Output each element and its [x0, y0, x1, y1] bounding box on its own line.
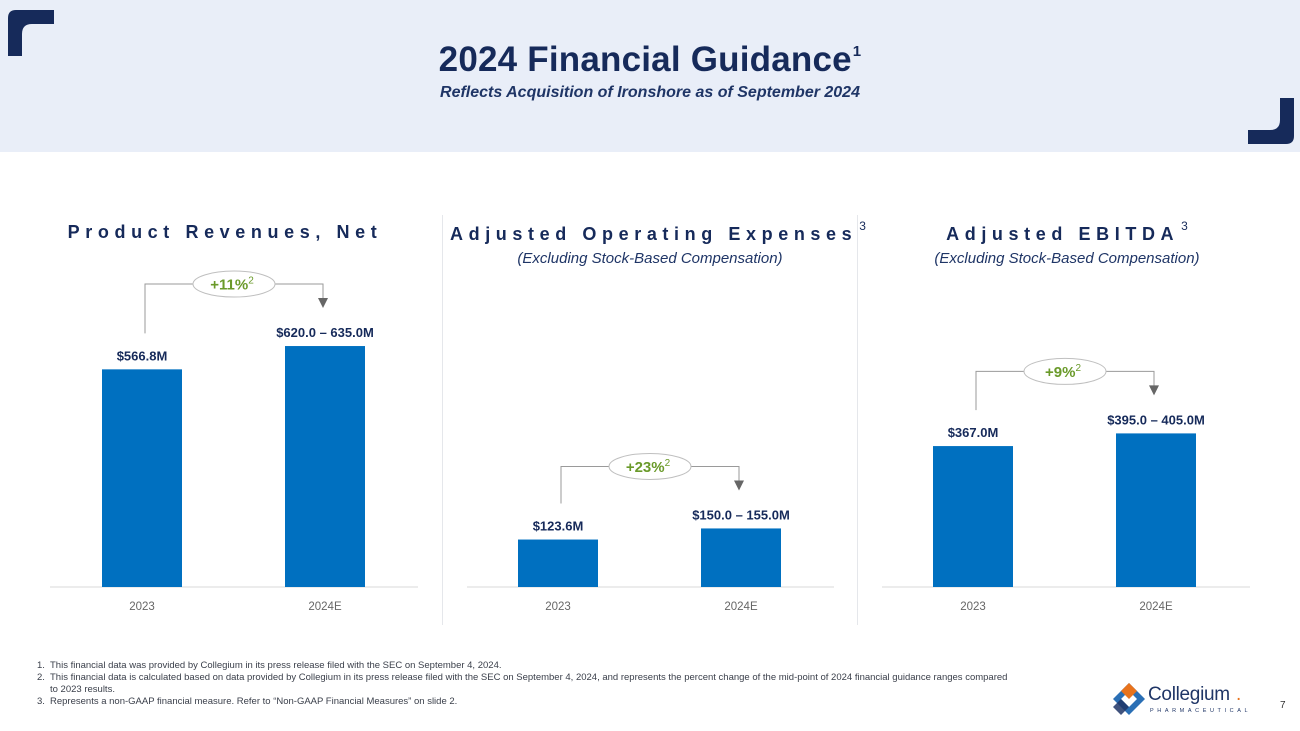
tick-label: 2024E: [724, 601, 758, 613]
bar: [102, 369, 182, 587]
chart-subtitle-adjusted-ebitda: (Excluding Stock-Based Compensation): [934, 250, 1200, 267]
growth-label: +11%2: [210, 276, 254, 294]
logo-name: Collegium: [1148, 684, 1230, 705]
growth-pill: [608, 452, 692, 480]
footnote-item: 2. This financial data is calculated base…: [37, 672, 1008, 695]
corner-bracket-bottom-right-icon: [1248, 98, 1294, 144]
data-label: $150.0 – 155.0M: [692, 507, 790, 522]
collegium-logo-mark-icon: [1113, 683, 1145, 715]
growth-pill: [192, 270, 276, 298]
down-arrow-icon: [318, 298, 328, 309]
corner-bracket-top-left-icon: [8, 10, 54, 56]
chart-title-adjusted-ebitda: Adjusted EBITDA 3: [946, 219, 1188, 244]
bar: [285, 346, 365, 587]
down-arrow-icon: [1149, 385, 1159, 396]
footnotes: 1. This financial data was provided by Co…: [37, 660, 1017, 708]
chart-title-product-revenues: Product Revenues, Net: [67, 222, 383, 242]
footnote-item: 3. Represents a non-GAAP financial measur…: [37, 696, 458, 707]
header-band: [0, 0, 1300, 152]
data-label: $123.6M: [533, 519, 584, 534]
panel-divider: [442, 215, 443, 625]
down-arrow-icon: [734, 480, 744, 491]
chart-subtitle-adjusted-opex: (Excluding Stock-Based Compensation): [517, 250, 783, 267]
bar: [933, 446, 1013, 587]
data-label: $566.8M: [117, 348, 168, 363]
collegium-logo: Collegium. PHARMACEUTICAL: [1112, 682, 1248, 718]
growth-label: +9%2: [1045, 363, 1081, 381]
page-subtitle: Reflects Acquisition of Ironshore as of …: [440, 84, 860, 101]
data-label: $620.0 – 635.0M: [276, 325, 374, 340]
chart-title-adjusted-opex: Adjusted Operating Expenses 3: [450, 219, 866, 244]
tick-label: 2024E: [308, 601, 342, 613]
tick-label: 2023: [545, 601, 571, 613]
tick-label: 2023: [960, 601, 986, 613]
footnote-item: 1. This financial data was provided by Co…: [37, 660, 502, 671]
growth-pill: [1023, 357, 1107, 385]
tick-label: 2024E: [1139, 601, 1173, 613]
data-label: $367.0M: [948, 425, 999, 440]
tick-label: 2023: [129, 601, 155, 613]
logo-mark-dot: .: [1236, 684, 1242, 705]
panel-divider: [857, 215, 858, 625]
data-label: $395.0 – 405.0M: [1107, 412, 1205, 427]
bar: [518, 539, 598, 587]
growth-label: +23%2: [626, 458, 671, 476]
bar: [701, 528, 781, 587]
page-number: 7: [1280, 700, 1286, 711]
bar: [1116, 433, 1196, 587]
logo-subtitle: PHARMACEUTICAL: [1150, 708, 1252, 714]
page-title: 2024 Financial Guidance1: [438, 40, 862, 79]
